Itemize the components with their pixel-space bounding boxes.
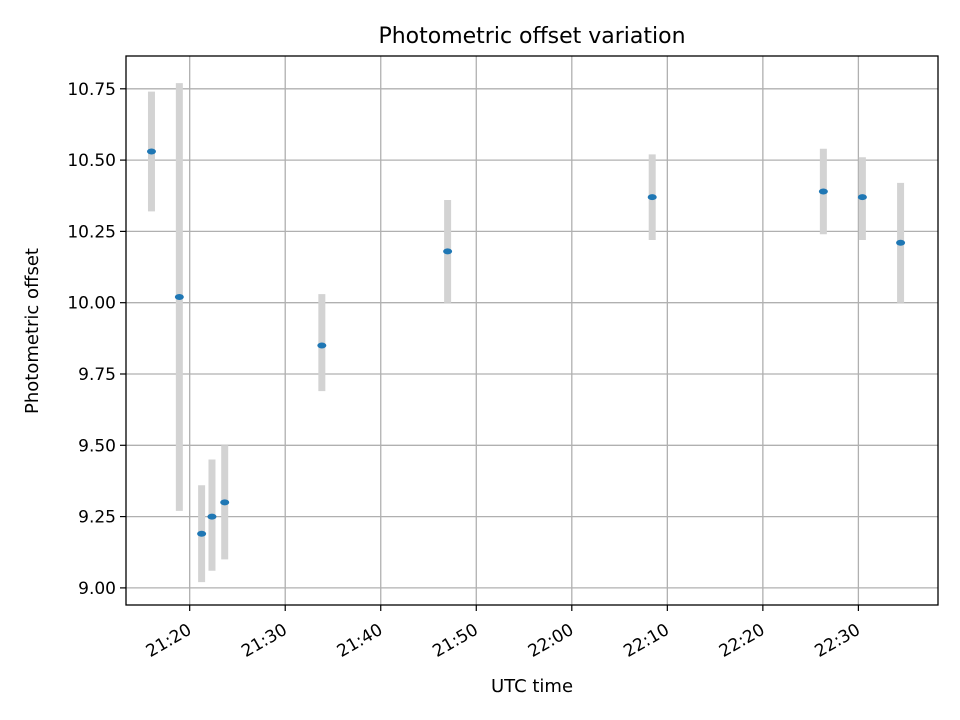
y-tick-label: 10.50 (67, 151, 116, 171)
y-tick-label: 9.75 (78, 365, 116, 385)
data-point (317, 342, 327, 349)
data-point (146, 148, 156, 155)
data-point (857, 194, 867, 201)
chart-title: Photometric offset variation (378, 24, 685, 49)
data-point (207, 513, 217, 520)
axes-frame (125, 55, 939, 606)
y-tick-label: 9.50 (78, 436, 116, 456)
y-tick-label: 9.25 (78, 508, 116, 528)
data-point (896, 239, 906, 246)
marker-layer (146, 148, 906, 537)
data-point (197, 530, 207, 537)
data-point (443, 248, 453, 255)
y-tick-label: 10.75 (67, 80, 116, 100)
data-point (818, 188, 828, 195)
grid-layer (126, 56, 938, 605)
y-tick-label: 9.00 (78, 579, 116, 599)
y-tick-label: 10.00 (67, 294, 116, 314)
y-tick-label: 10.25 (67, 222, 116, 242)
y-axis-label: Photometric offset (22, 248, 43, 414)
data-point (220, 499, 230, 506)
data-point (647, 194, 657, 201)
data-point (174, 293, 184, 300)
x-axis-label: UTC time (491, 676, 573, 697)
